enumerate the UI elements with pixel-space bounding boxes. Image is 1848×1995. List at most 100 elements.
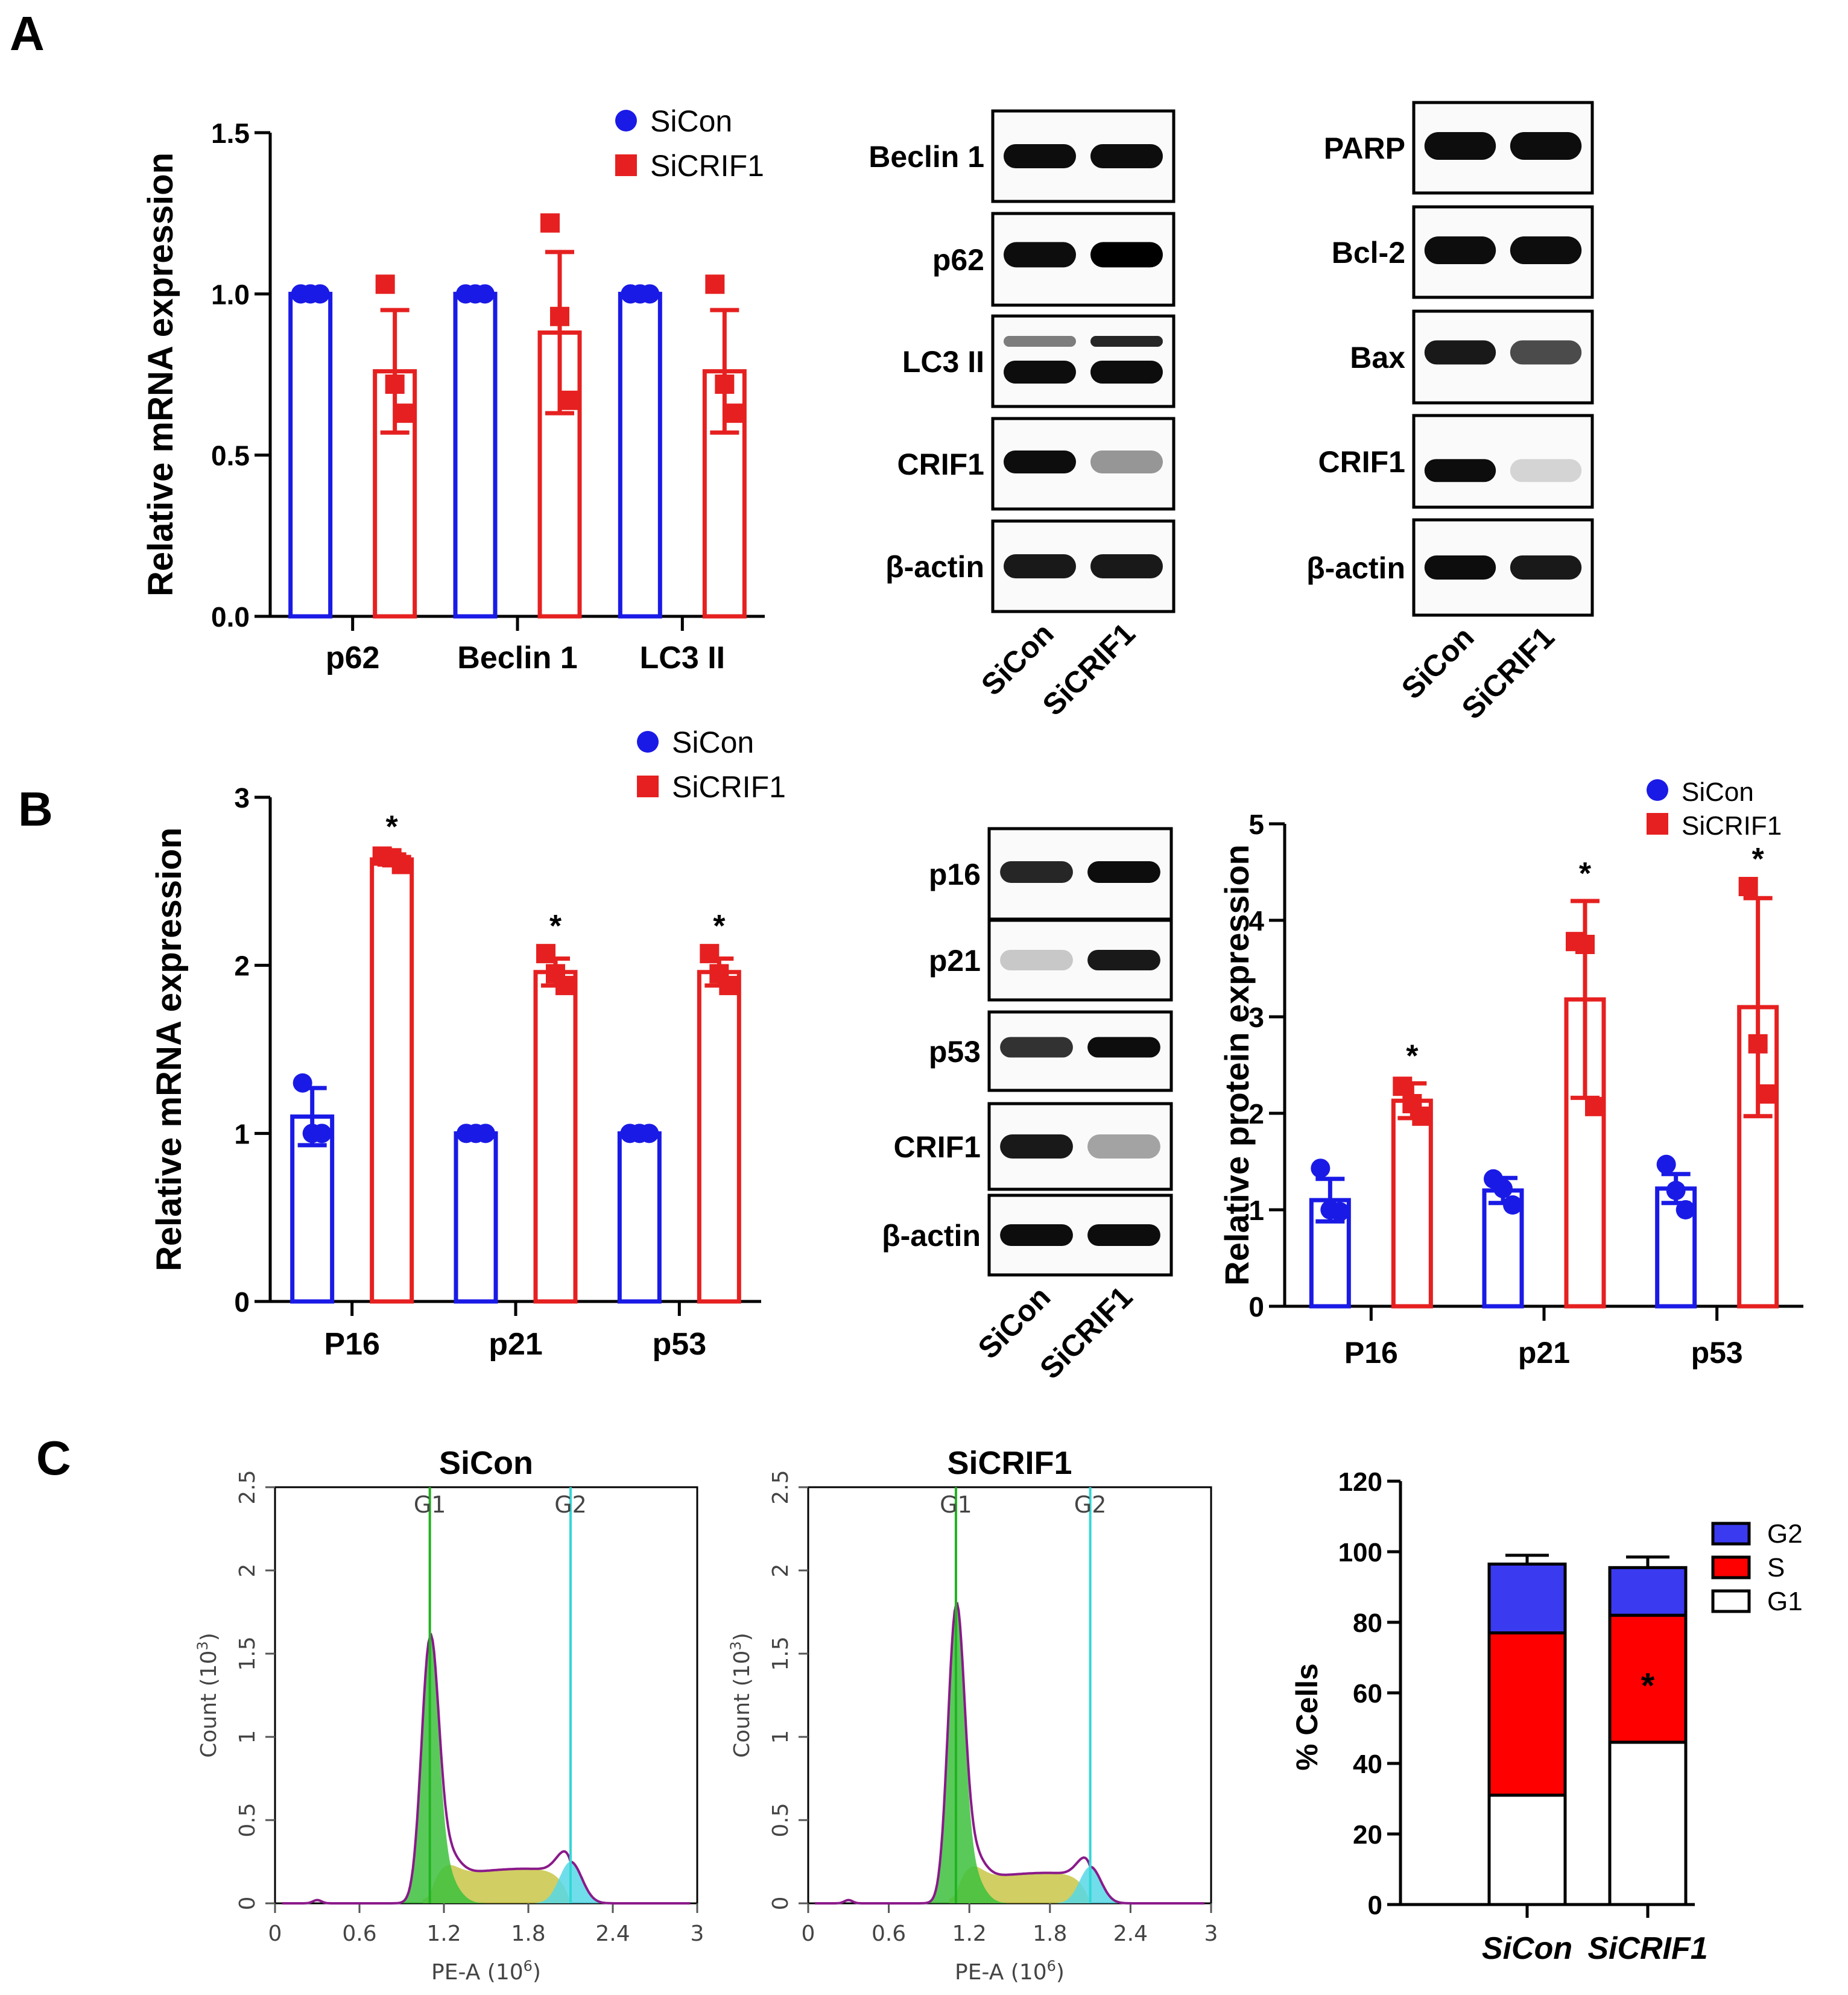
y-tick-label: 4 <box>1248 905 1264 937</box>
data-point <box>1758 1084 1777 1104</box>
x-axis-label-close: ) <box>1056 1960 1065 1985</box>
band-sicrif1 <box>1087 1134 1160 1159</box>
y-tick-label: 120 <box>1338 1467 1382 1497</box>
data-point <box>1738 877 1758 896</box>
gate-label: G2 <box>1074 1491 1107 1518</box>
band-sicrif1 <box>1090 451 1163 473</box>
significance-star: * <box>1406 1039 1419 1073</box>
data-point <box>391 855 411 874</box>
stacked-segment <box>1487 1794 1567 1906</box>
y-tick-label: 1 <box>234 1118 250 1149</box>
band-sicon <box>1004 144 1076 168</box>
bar <box>288 291 333 619</box>
y-tick-label: 2 <box>768 1564 793 1578</box>
data-point <box>476 1124 495 1143</box>
band-sicrif1 <box>1090 144 1163 168</box>
y-tick-label: 1.5 <box>211 118 250 149</box>
chart-B-mrna: 0 1 2 3 Relative mRNA expression P16 * p21 * p53 *… <box>150 726 786 1362</box>
g2-fill <box>1056 1867 1131 1903</box>
data-point <box>724 403 744 423</box>
y-tick-label: 100 <box>1338 1538 1382 1567</box>
blot-row-label: PARP <box>1324 131 1405 165</box>
x-axis-label: PE-A (106) <box>431 1958 541 1985</box>
panel-label-c: C <box>36 1431 71 1485</box>
y-tick-label: 3 <box>1248 1002 1264 1033</box>
bar <box>1391 1098 1433 1309</box>
band-sicon <box>1004 361 1076 384</box>
y-tick-label: 2.5 <box>768 1470 793 1504</box>
band-sicon <box>1424 132 1496 160</box>
gate-label: G2 <box>554 1491 587 1518</box>
gate-label: G1 <box>414 1491 446 1518</box>
bar <box>454 1131 498 1304</box>
data-point <box>715 375 735 394</box>
data-point <box>1585 1096 1604 1116</box>
stacked-segment <box>1608 1613 1688 1744</box>
legend-label: SiCRIF1 <box>1682 811 1782 841</box>
x-tick-label: 0 <box>268 1921 282 1946</box>
data-point <box>719 976 739 996</box>
legend-label: SiCRIF1 <box>672 770 786 804</box>
legend-swatch <box>1711 1589 1751 1613</box>
y-tick-label: 0 <box>768 1897 793 1911</box>
x-tick-label: 1.2 <box>952 1921 987 1946</box>
bar <box>453 291 498 619</box>
significance-star: * <box>713 909 726 944</box>
legend-marker <box>615 154 637 176</box>
data-point <box>1666 1181 1686 1200</box>
data-point <box>1330 1202 1350 1222</box>
blot-row-label: β-actin <box>885 550 984 584</box>
x-tick-label: p53 <box>653 1327 707 1362</box>
y-axis-label: Count (103) <box>194 1633 221 1758</box>
band-sicon <box>1000 861 1073 883</box>
bar <box>618 291 662 619</box>
legend-label: SiCon <box>650 104 732 138</box>
significance-star: * <box>549 909 562 944</box>
data-point <box>1412 1106 1432 1126</box>
y-tick-label: 1 <box>1248 1195 1264 1226</box>
legend-marker <box>1647 779 1668 801</box>
data-point <box>310 284 330 304</box>
data-point <box>385 375 405 394</box>
x-tick-label: Beclin 1 <box>457 640 577 675</box>
blot-row-label: p53 <box>929 1035 981 1069</box>
band-sicrif1 <box>1510 555 1582 580</box>
data-point <box>640 284 660 304</box>
legend-label: SiCon <box>1682 777 1754 807</box>
blot-row-label: CRIF1 <box>894 1130 981 1164</box>
legend-label: S <box>1767 1553 1785 1582</box>
band-sicrif1 <box>1087 950 1160 970</box>
blot-row-label: p21 <box>929 944 981 978</box>
blot-row-label: p16 <box>929 858 981 891</box>
band-sicrif1 <box>1510 459 1582 482</box>
blot-row-label: CRIF1 <box>897 447 984 481</box>
x-tick-label: p62 <box>326 640 380 675</box>
y-axis-label: Relative mRNA expression <box>141 153 180 596</box>
legend-marker <box>1647 813 1668 835</box>
data-point <box>394 403 414 423</box>
data-point <box>1493 1178 1513 1198</box>
data-point <box>700 944 720 964</box>
band-sicon <box>1000 1134 1073 1159</box>
x-axis-label-exponent: 6 <box>524 1958 533 1974</box>
band-sicrif1 <box>1087 861 1160 883</box>
data-point <box>293 1073 312 1093</box>
data-point <box>1575 935 1595 954</box>
band-sicon <box>1004 242 1076 268</box>
histogram-curve <box>282 1633 691 1905</box>
blot-row-label: β-actin <box>1306 551 1405 585</box>
blot-row-label: CRIF1 <box>1318 445 1405 479</box>
data-point <box>536 944 555 964</box>
significance-star: * <box>1579 856 1592 891</box>
data-point <box>375 274 395 294</box>
y-tick-label: 0 <box>235 1897 260 1911</box>
legend-swatch <box>1711 1555 1751 1579</box>
data-point <box>1311 1159 1331 1178</box>
x-tick-label: SiCRIF1 <box>1587 1931 1707 1966</box>
y-tick-label: 0.5 <box>768 1803 793 1837</box>
blot-row-label: Bax <box>1350 341 1405 375</box>
g2-fill <box>535 1862 613 1903</box>
data-point <box>705 274 725 294</box>
